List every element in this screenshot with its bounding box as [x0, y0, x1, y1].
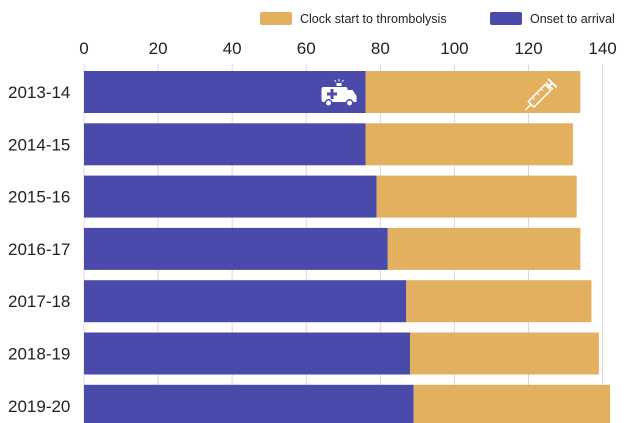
- bar-clock-start-to-thrombolysis: [413, 384, 610, 423]
- x-tick-label: 80: [371, 39, 390, 58]
- category-label: 2016-17: [8, 240, 70, 259]
- bar-clock-start-to-thrombolysis: [376, 175, 577, 218]
- legend-label-clock: Clock start to thrombolysis: [300, 12, 447, 26]
- bar-onset-to-arrival: [84, 175, 377, 218]
- category-label: 2014-15: [8, 135, 70, 154]
- x-tick-label: 60: [297, 39, 316, 58]
- legend-swatch-onset: [490, 12, 522, 25]
- category-label: 2019-20: [8, 397, 70, 416]
- x-tick-label: 0: [79, 39, 88, 58]
- syringe-icon: [524, 78, 558, 111]
- x-axis-tick-labels: 0 20 40 60 80 100 120 140: [79, 39, 617, 58]
- category-label: 2017-18: [8, 292, 70, 311]
- x-tick-label: 120: [514, 39, 542, 58]
- bar-clock-start-to-thrombolysis: [406, 280, 592, 323]
- x-tick-label: 40: [223, 39, 242, 58]
- bars: [84, 71, 610, 423]
- bar-clock-start-to-thrombolysis: [365, 71, 581, 113]
- bar-onset-to-arrival: [84, 71, 366, 113]
- legend-label-onset: Onset to arrival: [530, 12, 615, 26]
- y-axis-category-labels: 2013-14 2014-15 2015-16 2016-17 2017-18 2018-…: [8, 83, 70, 416]
- legend-swatch-clock: [260, 12, 292, 25]
- bar-onset-to-arrival: [84, 227, 388, 270]
- bar-clock-start-to-thrombolysis: [365, 123, 573, 166]
- bar-onset-to-arrival: [84, 332, 410, 375]
- bar-clock-start-to-thrombolysis: [409, 332, 599, 375]
- bar-onset-to-arrival: [84, 280, 407, 323]
- category-label: 2013-14: [8, 83, 70, 102]
- bar-clock-start-to-thrombolysis: [387, 227, 581, 270]
- bar-onset-to-arrival: [84, 123, 366, 166]
- legend: Clock start to thrombolysis Onset to arr…: [260, 12, 615, 26]
- x-tick-label: 100: [440, 39, 468, 58]
- ambulance-icon: [321, 79, 357, 107]
- x-tick-label: 20: [149, 39, 168, 58]
- category-label: 2018-19: [8, 345, 70, 364]
- category-label: 2015-16: [8, 188, 70, 207]
- bar-onset-to-arrival: [84, 384, 414, 423]
- x-tick-label: 140: [588, 39, 616, 58]
